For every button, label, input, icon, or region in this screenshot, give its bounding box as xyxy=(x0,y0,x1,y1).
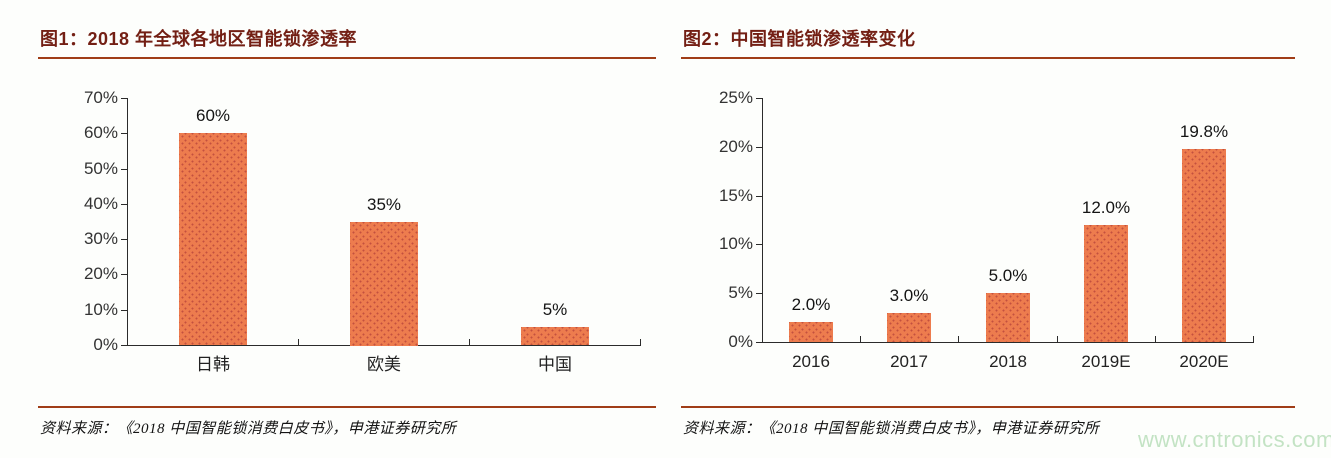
bar-value-label: 3.0% xyxy=(889,286,929,305)
x-category-label: 日韩 xyxy=(196,355,230,374)
x-category-label: 2017 xyxy=(890,352,928,371)
x-axis-end-tick xyxy=(1253,336,1254,342)
y-tick-label: 5% xyxy=(728,283,753,302)
chart-2-source-note: 资料来源：《2018 中国智能锁消费白皮书》，申港证券研究所 xyxy=(683,421,1100,437)
y-axis-tick xyxy=(121,239,127,240)
y-tick-label: 0% xyxy=(93,335,118,354)
bar-value-label: 12.0% xyxy=(1081,198,1131,217)
chart-1-title-rule xyxy=(38,57,656,59)
x-category-label: 2016 xyxy=(792,352,830,371)
y-tick-label: 70% xyxy=(83,88,118,107)
x-category-label: 2018 xyxy=(989,352,1027,371)
y-tick-label: 60% xyxy=(83,123,118,142)
y-tick-label: 20% xyxy=(718,137,753,156)
y-axis-tick xyxy=(121,310,127,311)
bar-value-label: 2.0% xyxy=(791,295,831,314)
y-axis-tick xyxy=(121,169,127,170)
x-category-label: 欧美 xyxy=(367,355,401,374)
x-axis-boundary-tick xyxy=(298,339,299,345)
y-axis-tick xyxy=(121,345,127,346)
bar-value-label: 35% xyxy=(366,195,402,214)
y-axis-tick xyxy=(756,147,762,148)
x-category-label: 2020E xyxy=(1179,352,1229,371)
x-axis xyxy=(762,342,1254,343)
y-axis xyxy=(127,98,128,346)
x-axis-boundary-tick xyxy=(1057,336,1058,342)
bar-value-label: 5.0% xyxy=(988,266,1028,285)
y-axis-tick xyxy=(121,274,127,275)
chart-1-bottom-rule xyxy=(38,406,656,408)
bar xyxy=(521,327,589,345)
y-tick-label: 50% xyxy=(83,159,118,178)
y-tick-label: 10% xyxy=(718,234,753,253)
x-axis-boundary-tick xyxy=(860,336,861,342)
bar-value-label: 19.8% xyxy=(1179,122,1229,141)
bar xyxy=(887,313,931,342)
chart-2-title-rule xyxy=(681,57,1295,59)
x-axis-boundary-tick xyxy=(469,339,470,345)
y-tick-label: 30% xyxy=(83,229,118,248)
y-tick-label: 0% xyxy=(728,332,753,351)
bar xyxy=(179,133,247,345)
chart-2-bottom-rule xyxy=(681,406,1295,408)
y-axis xyxy=(762,98,763,343)
bar xyxy=(1182,149,1226,342)
y-tick-label: 20% xyxy=(83,264,118,283)
y-axis-tick xyxy=(756,244,762,245)
y-axis-tick xyxy=(756,196,762,197)
x-axis-boundary-tick xyxy=(1155,336,1156,342)
y-axis-tick xyxy=(756,98,762,99)
bar xyxy=(1084,225,1128,342)
y-axis-tick xyxy=(121,133,127,134)
y-axis-tick xyxy=(121,98,127,99)
chart-2-title: 图2：中国智能锁渗透率变化 xyxy=(683,29,916,49)
bar-value-label: 5% xyxy=(542,300,568,319)
bar xyxy=(789,322,833,342)
x-category-label: 中国 xyxy=(538,355,572,374)
y-axis-tick xyxy=(756,342,762,343)
x-category-label: 2019E xyxy=(1081,352,1131,371)
bar xyxy=(986,293,1030,342)
chart-1-source-note: 资料来源：《2018 中国智能锁消费白皮书》，申港证券研究所 xyxy=(40,421,457,437)
bar xyxy=(350,222,418,346)
y-axis-tick xyxy=(121,204,127,205)
y-tick-label: 15% xyxy=(718,186,753,205)
y-tick-label: 25% xyxy=(718,88,753,107)
bar-value-label: 60% xyxy=(195,106,231,125)
x-axis-boundary-tick xyxy=(958,336,959,342)
x-axis xyxy=(127,345,641,346)
y-tick-label: 10% xyxy=(83,300,118,319)
x-axis-end-tick xyxy=(640,339,641,345)
site-watermark: www.cntronics.com xyxy=(1138,427,1331,452)
y-tick-label: 40% xyxy=(83,194,118,213)
chart-1-title: 图1：2018 年全球各地区智能锁渗透率 xyxy=(40,29,358,49)
y-axis-tick xyxy=(756,293,762,294)
